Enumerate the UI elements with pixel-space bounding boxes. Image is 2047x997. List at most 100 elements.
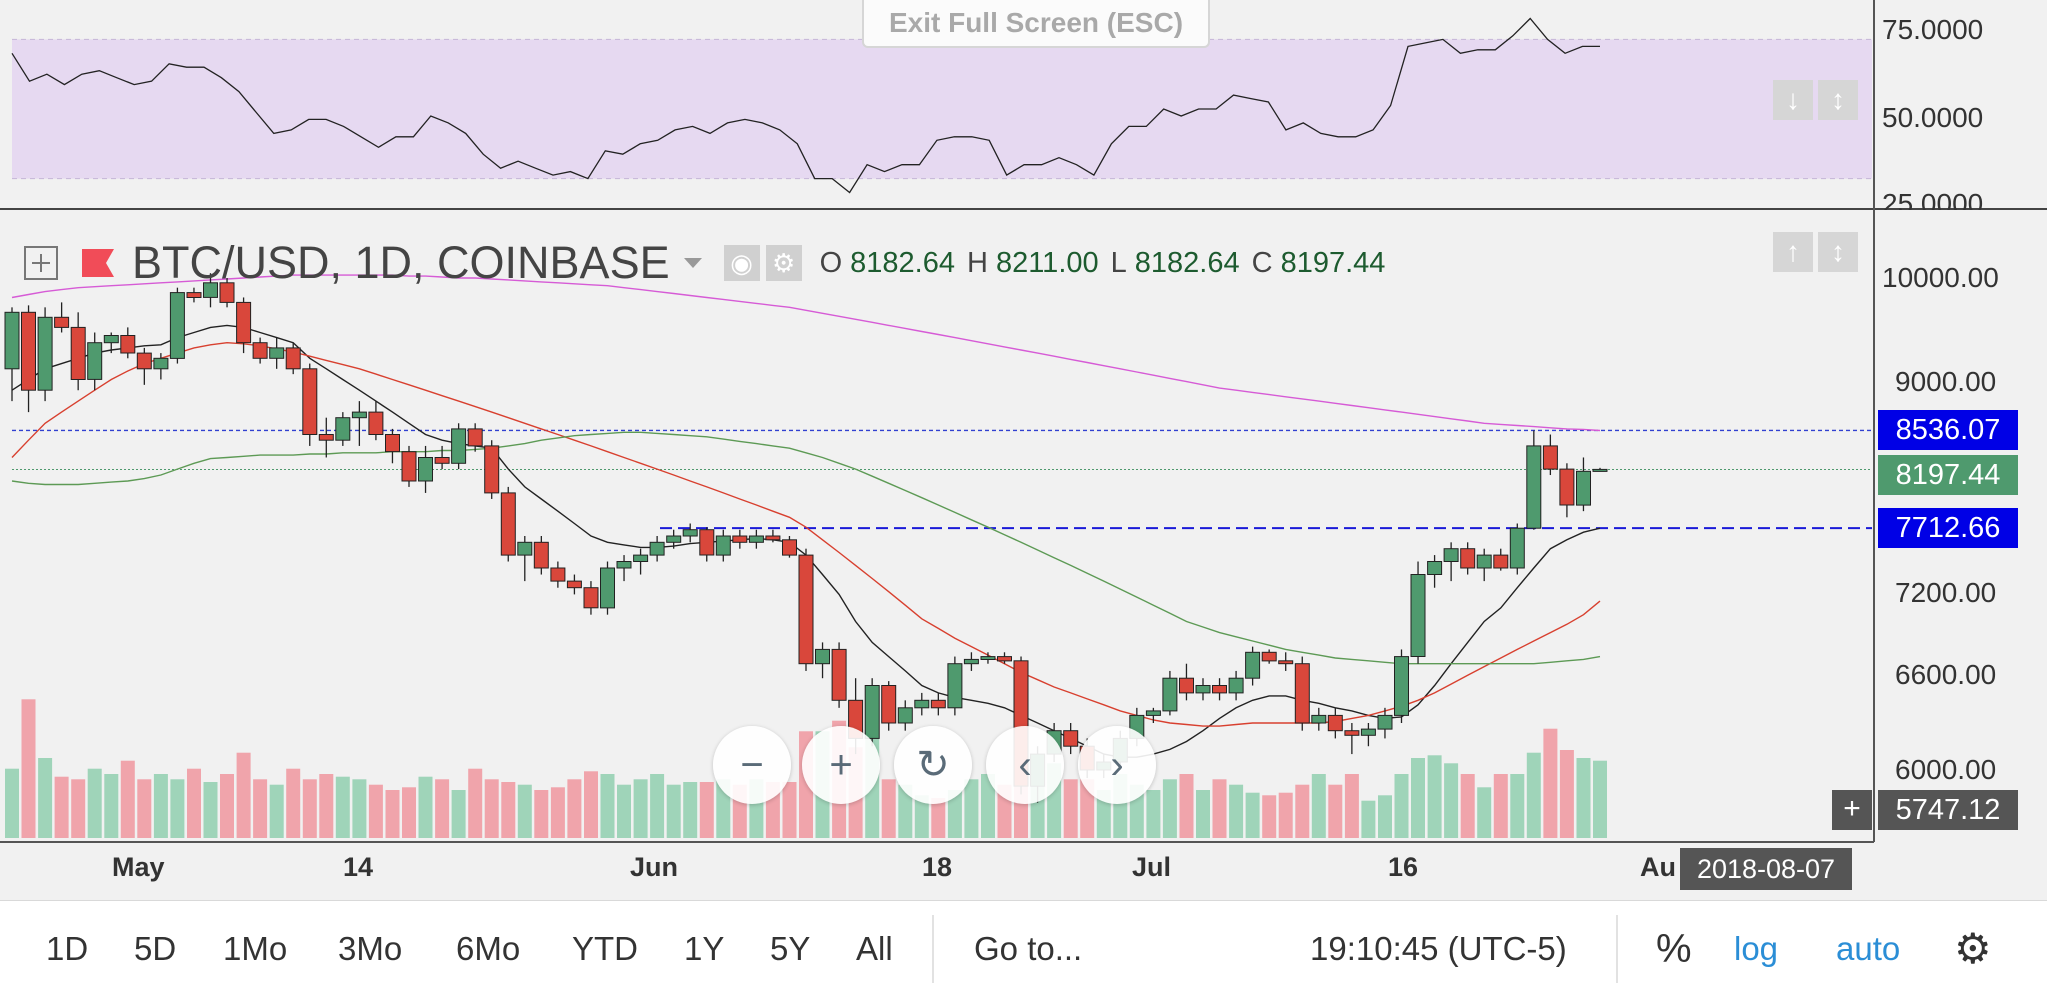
candle-body xyxy=(732,535,748,543)
ma-magenta-line xyxy=(11,274,1601,432)
volume-bar xyxy=(1493,774,1508,838)
volume-bar xyxy=(1576,758,1591,838)
volume-bar xyxy=(683,782,698,838)
chart-area[interactable]: Exit Full Screen (ESC) BTC/USD, 1D, COIN… xyxy=(0,0,2047,900)
candle-body xyxy=(980,656,996,660)
candle-body xyxy=(550,567,566,582)
time-axis-tick: May xyxy=(112,852,165,882)
volume-bar xyxy=(1427,755,1442,838)
candle-body xyxy=(1261,651,1277,662)
crosshair-plus-icon[interactable]: + xyxy=(1832,790,1872,830)
price-pane xyxy=(4,273,1872,838)
volume-bar xyxy=(54,776,69,838)
rsi-axis-tick: 75.0000 xyxy=(1882,14,1984,45)
scroll-left-button[interactable]: ‹ xyxy=(986,726,1064,804)
candle-body xyxy=(1360,728,1376,736)
candle-body xyxy=(1542,445,1558,470)
range-1mo-button[interactable]: 1Mo xyxy=(223,930,288,967)
ma-green-line xyxy=(11,431,1601,665)
candle-body xyxy=(385,434,400,453)
candle-body xyxy=(1394,656,1409,716)
candle-body xyxy=(500,492,516,556)
chevron-down-icon[interactable] xyxy=(683,258,702,268)
candle-body xyxy=(715,535,731,556)
reset-icon[interactable]: ↻ xyxy=(894,726,972,804)
candle-body xyxy=(1278,660,1294,665)
range-6mo-button[interactable]: 6Mo xyxy=(456,930,521,967)
maximize-pane-icon[interactable]: ↕ xyxy=(1818,232,1858,272)
volume-bar xyxy=(881,779,896,838)
range-3mo-button[interactable]: 3Mo xyxy=(338,930,403,967)
volume-bar xyxy=(1311,774,1326,838)
candle-body xyxy=(1410,574,1426,657)
candle-body xyxy=(37,316,53,391)
range-ytd-button[interactable]: YTD xyxy=(572,930,638,967)
range-all-button[interactable]: All xyxy=(856,930,893,967)
open-label: O xyxy=(819,246,843,279)
candle-body xyxy=(1162,677,1178,712)
last-price-label: 8197.44 xyxy=(1878,455,2018,495)
volume-bar xyxy=(1361,800,1376,838)
volume-bar xyxy=(1146,790,1161,838)
range-5y-button[interactable]: 5Y xyxy=(770,930,811,967)
candle-body xyxy=(269,347,285,359)
symbol-title[interactable]: BTC/USD, 1D, COINBASE xyxy=(132,237,670,288)
flag-icon[interactable] xyxy=(80,245,116,281)
zoom-out-button[interactable]: − xyxy=(713,726,791,804)
candle-body xyxy=(649,541,665,556)
zoom-in-button[interactable]: + xyxy=(802,726,880,804)
range-1d-button[interactable]: 1D xyxy=(46,930,89,967)
candle-body xyxy=(699,529,715,556)
candle-body xyxy=(219,282,235,303)
candle-body xyxy=(351,411,367,419)
candle-body xyxy=(1245,651,1261,679)
candle-body xyxy=(1179,677,1194,694)
range-5d-button[interactable]: 5D xyxy=(134,930,177,967)
candle-body xyxy=(1377,714,1393,730)
volume-bar xyxy=(5,768,19,838)
volume-bar xyxy=(699,782,714,838)
volume-bar xyxy=(385,790,400,838)
move-down-icon[interactable]: ↓ xyxy=(1773,80,1813,120)
candle-body xyxy=(1576,470,1591,506)
candle-body xyxy=(1592,468,1608,472)
gear-icon[interactable]: ⚙ xyxy=(1954,925,1992,972)
volume-bar xyxy=(964,779,979,838)
percent-scale-toggle[interactable]: % xyxy=(1656,927,1692,971)
volume-bar xyxy=(1378,795,1392,838)
volume-bar xyxy=(1162,779,1177,838)
scroll-right-button[interactable]: › xyxy=(1078,726,1156,804)
volume-bar xyxy=(187,768,201,838)
volume-bar xyxy=(87,768,102,838)
maximize-pane-icon[interactable]: ↕ xyxy=(1818,80,1858,120)
candle-body xyxy=(616,561,632,569)
volume-bar xyxy=(947,790,962,838)
gear-icon[interactable]: ⚙ xyxy=(765,245,802,281)
candle-body xyxy=(997,656,1012,662)
candle-body xyxy=(21,311,36,391)
exit-fullscreen-button[interactable]: Exit Full Screen (ESC) xyxy=(862,0,1210,48)
candle-body xyxy=(897,707,913,724)
candle-body xyxy=(302,368,318,435)
candle-body xyxy=(682,529,698,537)
volume-bar xyxy=(1196,790,1210,838)
candle-body xyxy=(566,580,582,589)
volume-bar xyxy=(550,787,565,838)
volume-bar xyxy=(1179,774,1194,838)
go-to-button[interactable]: Go to... xyxy=(974,930,1083,967)
volume-bar xyxy=(1394,774,1409,838)
range-1y-button[interactable]: 1Y xyxy=(684,930,725,967)
log-scale-toggle[interactable]: log xyxy=(1734,930,1779,967)
volume-bar xyxy=(120,760,135,838)
candle-body xyxy=(1294,663,1310,724)
volume-bar xyxy=(517,784,532,838)
eye-icon[interactable]: ◉ xyxy=(723,245,760,281)
volume-bar xyxy=(269,784,284,838)
candle-body xyxy=(203,282,218,298)
volume-bar xyxy=(534,790,549,838)
auto-scale-toggle[interactable]: auto xyxy=(1836,930,1901,967)
expand-icon[interactable] xyxy=(24,246,58,280)
volume-bar xyxy=(1212,779,1227,838)
candle-body xyxy=(1460,548,1476,569)
move-up-icon[interactable]: ↑ xyxy=(1773,232,1813,272)
